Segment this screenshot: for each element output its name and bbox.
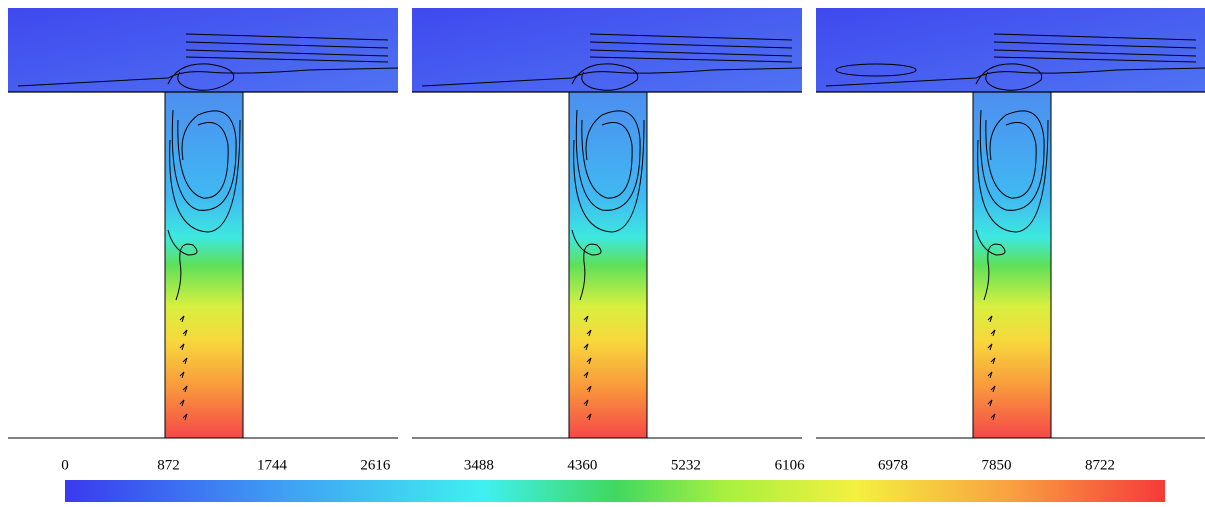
panel: [816, 8, 1205, 438]
tick-label: 2616: [360, 457, 391, 473]
colorbar: [65, 480, 1165, 502]
tick-label: 5232: [671, 457, 701, 473]
tick-label: 6106: [775, 457, 806, 473]
tick-label: 6978: [878, 457, 908, 473]
tick-label: 3488: [464, 457, 494, 473]
main-channel: [8, 8, 398, 92]
branch: [973, 92, 1051, 438]
tick-label: 8722: [1085, 457, 1115, 473]
branch: [569, 92, 647, 438]
tick-label: 872: [157, 457, 180, 473]
tick-label: 0: [61, 457, 69, 473]
panel: [8, 8, 398, 438]
tick-label: 7850: [982, 457, 1012, 473]
tick-label: 4360: [567, 457, 597, 473]
figure: 0 872 1744 2616 3488 4360 5232 6106 6978 7850 8722: [0, 0, 1205, 502]
main-channel: [412, 8, 802, 92]
panel: [412, 8, 802, 438]
tick-label: 1744: [257, 457, 288, 473]
page: 0 872 1744 2616 3488 4360 5232 6106 6978 7850 8722…: [0, 0, 1205, 507]
branch: [165, 92, 243, 438]
